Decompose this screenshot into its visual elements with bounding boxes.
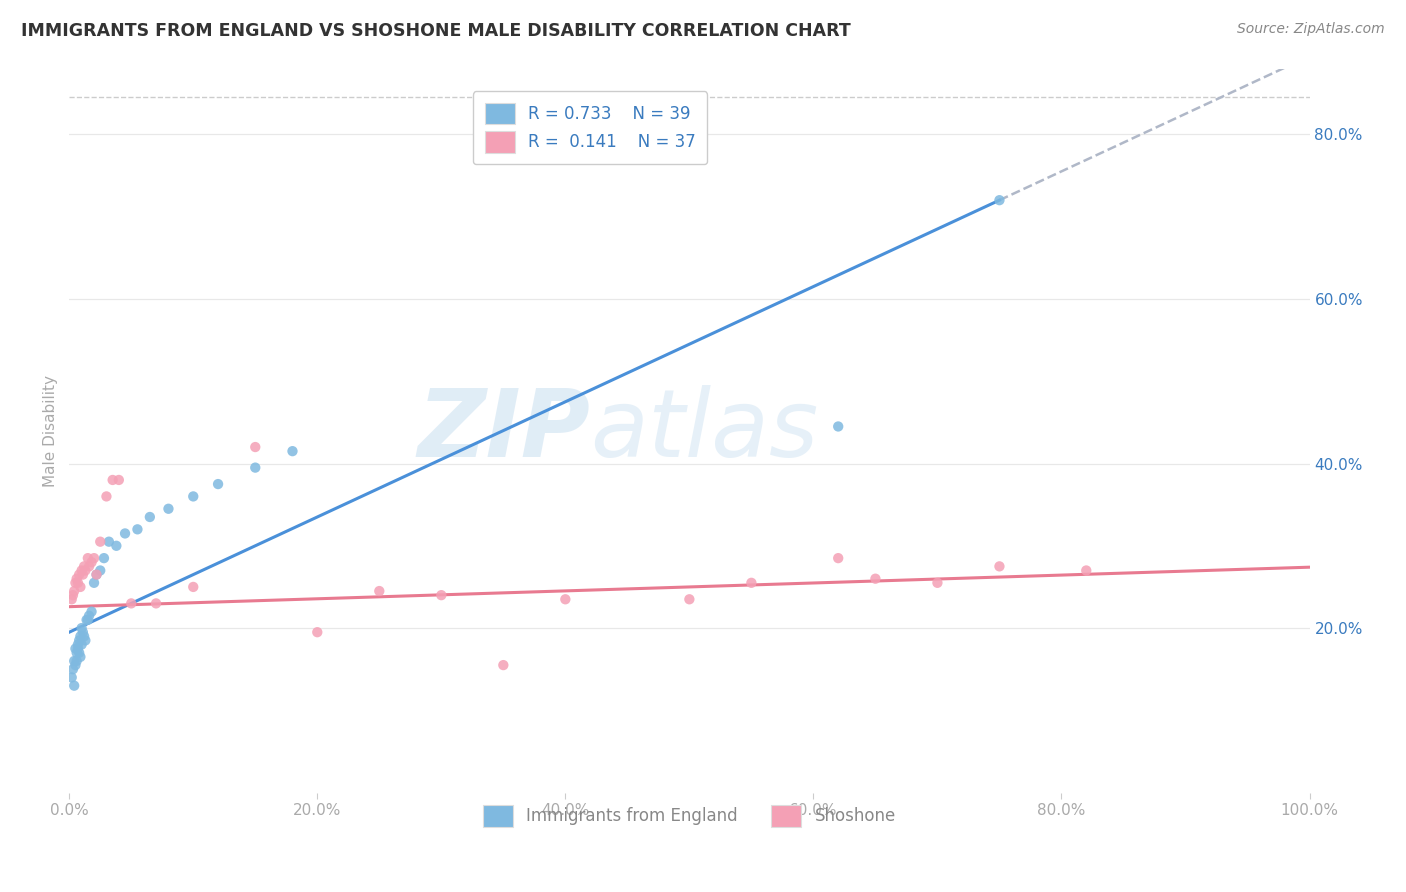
Point: [97, 534, 120, 549]
Point: [67, 646, 90, 660]
Point: [865, 572, 887, 586]
Point: [76, 551, 98, 566]
Point: [245, 440, 267, 454]
Point: [62, 662, 84, 676]
Point: [927, 575, 949, 590]
Text: Source: ZipAtlas.com: Source: ZipAtlas.com: [1237, 22, 1385, 37]
Point: [145, 596, 167, 610]
Text: IMMIGRANTS FROM ENGLAND VS SHOSHONE MALE DISABILITY CORRELATION CHART: IMMIGRANTS FROM ENGLAND VS SHOSHONE MALE…: [21, 22, 851, 40]
Point: [66, 572, 89, 586]
Point: [66, 638, 89, 652]
Point: [66, 654, 89, 668]
Point: [60, 592, 83, 607]
Point: [368, 584, 391, 599]
Point: [127, 522, 149, 536]
Point: [101, 473, 124, 487]
Text: atlas: atlas: [591, 385, 818, 476]
Text: ZIP: ZIP: [418, 384, 591, 476]
Point: [157, 501, 180, 516]
Point: [76, 613, 98, 627]
Point: [75, 564, 97, 578]
Point: [207, 477, 229, 491]
Legend: Immigrants from England, Shoshone: Immigrants from England, Shoshone: [475, 797, 904, 835]
Point: [73, 559, 96, 574]
Point: [827, 551, 849, 566]
Point: [281, 444, 304, 458]
Point: [80, 605, 103, 619]
Point: [181, 580, 204, 594]
Point: [554, 592, 576, 607]
Point: [678, 592, 700, 607]
Point: [83, 575, 105, 590]
Point: [67, 567, 90, 582]
Point: [86, 567, 108, 582]
Point: [89, 564, 111, 578]
Point: [120, 596, 142, 610]
Point: [72, 625, 94, 640]
Point: [70, 564, 93, 578]
Point: [67, 633, 90, 648]
Point: [69, 629, 91, 643]
Point: [988, 559, 1011, 574]
Point: [63, 679, 86, 693]
Point: [77, 608, 100, 623]
Point: [73, 629, 96, 643]
Point: [740, 575, 762, 590]
Point: [69, 580, 91, 594]
Point: [245, 460, 267, 475]
Point: [72, 567, 94, 582]
Point: [80, 555, 103, 569]
Point: [65, 658, 87, 673]
Point: [76, 613, 98, 627]
Point: [105, 539, 128, 553]
Point: [66, 646, 89, 660]
Point: [65, 575, 87, 590]
Point: [66, 575, 89, 590]
Point: [89, 534, 111, 549]
Point: [70, 621, 93, 635]
Point: [492, 658, 515, 673]
Y-axis label: Male Disability: Male Disability: [44, 375, 58, 487]
Point: [114, 526, 136, 541]
Point: [139, 510, 162, 524]
Point: [66, 641, 89, 656]
Point: [96, 490, 118, 504]
Point: [827, 419, 849, 434]
Point: [69, 649, 91, 664]
Point: [181, 490, 204, 504]
Point: [430, 588, 453, 602]
Point: [63, 654, 86, 668]
Point: [1076, 564, 1098, 578]
Point: [86, 567, 108, 582]
Point: [70, 638, 93, 652]
Point: [63, 584, 86, 599]
Point: [65, 641, 87, 656]
Point: [62, 588, 84, 602]
Point: [60, 670, 83, 684]
Point: [77, 559, 100, 574]
Point: [83, 551, 105, 566]
Point: [93, 551, 115, 566]
Point: [75, 633, 97, 648]
Point: [307, 625, 329, 640]
Point: [108, 473, 131, 487]
Point: [988, 193, 1011, 207]
